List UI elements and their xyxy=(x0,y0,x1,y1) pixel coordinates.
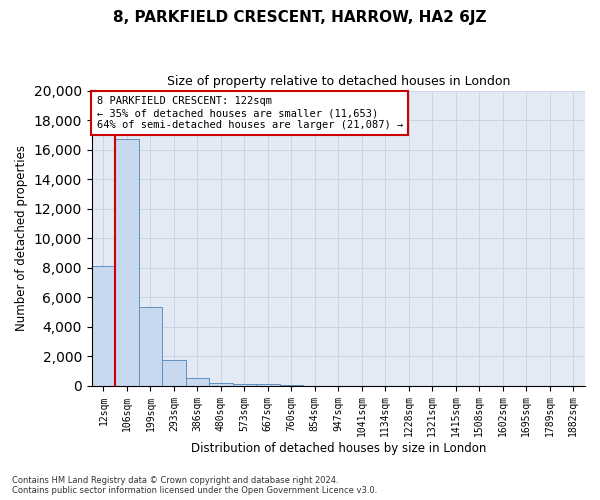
Bar xyxy=(280,384,303,386)
Text: 8, PARKFIELD CRESCENT, HARROW, HA2 6JZ: 8, PARKFIELD CRESCENT, HARROW, HA2 6JZ xyxy=(113,10,487,25)
Text: Contains HM Land Registry data © Crown copyright and database right 2024.
Contai: Contains HM Land Registry data © Crown c… xyxy=(12,476,377,495)
Title: Size of property relative to detached houses in London: Size of property relative to detached ho… xyxy=(167,75,510,88)
X-axis label: Distribution of detached houses by size in London: Distribution of detached houses by size … xyxy=(191,442,486,455)
Y-axis label: Number of detached properties: Number of detached properties xyxy=(15,145,28,331)
Text: 8 PARKFIELD CRESCENT: 122sqm
← 35% of detached houses are smaller (11,653)
64% o: 8 PARKFIELD CRESCENT: 122sqm ← 35% of de… xyxy=(97,96,403,130)
Bar xyxy=(162,360,185,386)
Bar xyxy=(185,378,209,386)
Bar xyxy=(209,382,233,386)
Bar xyxy=(92,266,115,386)
Bar xyxy=(256,384,280,386)
Bar xyxy=(115,139,139,386)
Bar xyxy=(139,308,162,386)
Bar xyxy=(233,384,256,386)
